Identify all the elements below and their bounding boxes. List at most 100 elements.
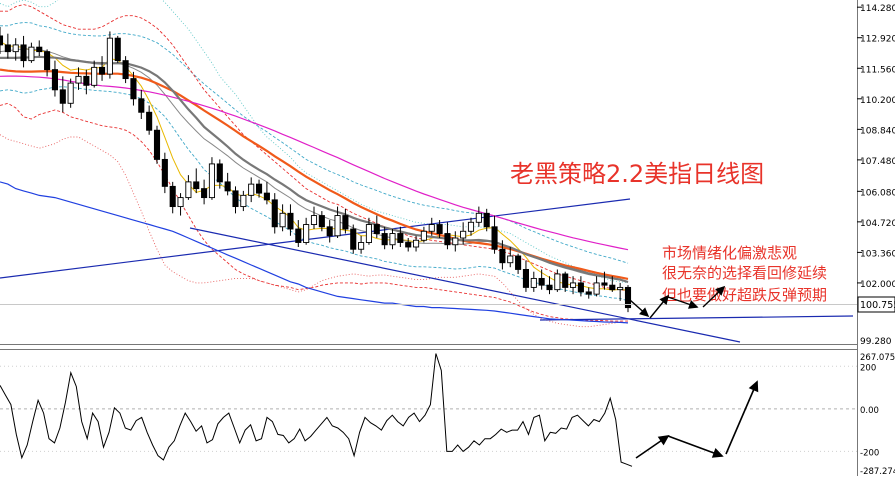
annotation-line-2: 很无奈的选择看回修延续 xyxy=(662,264,827,282)
candle xyxy=(326,220,333,243)
trendline-support xyxy=(539,315,854,321)
band-outer-upper xyxy=(0,0,629,284)
candle xyxy=(83,69,90,95)
candle xyxy=(67,78,74,108)
candle xyxy=(240,190,247,212)
candle xyxy=(420,226,427,243)
candle xyxy=(624,285,632,313)
candle xyxy=(609,276,616,292)
candle xyxy=(350,224,357,254)
candle xyxy=(436,220,443,239)
candle xyxy=(177,193,184,216)
osc-y-tick-label: 267.0751 xyxy=(860,353,895,363)
forecast-arrows xyxy=(629,285,726,319)
osc-y-tick-label: 200 xyxy=(860,363,876,373)
candle xyxy=(570,276,577,295)
candle xyxy=(460,222,467,245)
candle xyxy=(428,217,435,236)
channel-lower-line xyxy=(0,181,629,324)
candle xyxy=(59,76,66,113)
candle xyxy=(342,208,349,234)
candle xyxy=(562,271,569,292)
candle xyxy=(263,181,270,205)
chart-title: 老黑策略2.2美指日线图 xyxy=(510,160,764,188)
candle xyxy=(365,217,373,245)
candle xyxy=(491,215,498,254)
candle xyxy=(373,215,380,239)
candle xyxy=(36,40,43,57)
candle xyxy=(303,217,310,245)
candle xyxy=(405,238,412,252)
oscillator-line xyxy=(0,353,633,467)
candle xyxy=(467,217,475,236)
candle xyxy=(232,186,239,214)
candle xyxy=(224,172,231,196)
candle xyxy=(256,179,263,198)
candle xyxy=(91,60,98,88)
candle xyxy=(397,226,404,247)
candle xyxy=(28,42,35,63)
annotation-line-3: 但也要做好超跌反弹预期 xyxy=(662,286,827,304)
trendline-long-rising xyxy=(0,198,631,279)
candle xyxy=(318,211,325,232)
candle xyxy=(20,35,27,68)
candle xyxy=(381,226,388,250)
candle xyxy=(593,276,600,297)
candle xyxy=(138,89,145,120)
candle xyxy=(44,49,51,77)
trendline-upper-channel xyxy=(189,227,741,343)
candle xyxy=(98,56,106,81)
candle xyxy=(216,159,223,189)
candle xyxy=(334,206,341,239)
candle xyxy=(208,157,216,200)
y-tick-label: 110.200 xyxy=(860,96,895,106)
candle xyxy=(130,71,137,106)
y-tick-label: 104.720 xyxy=(860,219,895,229)
y-tick-label: 102.000 xyxy=(860,280,895,290)
candle xyxy=(279,204,286,232)
annotation-line-1: 市场情绪化偏激悲观 xyxy=(662,244,797,262)
candle xyxy=(530,271,537,292)
candle xyxy=(122,56,129,84)
osc-y-tick-label: 0.00 xyxy=(860,406,879,416)
y-tick-label: 106.080 xyxy=(860,188,895,198)
candle xyxy=(12,38,19,61)
candle xyxy=(201,179,208,205)
candle xyxy=(601,271,608,290)
candle xyxy=(389,229,396,250)
candle xyxy=(577,276,584,297)
candle xyxy=(169,181,176,214)
candle xyxy=(310,206,318,230)
candle xyxy=(475,206,482,227)
candle xyxy=(146,105,153,135)
band-red-upper xyxy=(0,4,629,292)
candle xyxy=(248,177,255,203)
candle xyxy=(499,240,506,270)
candle xyxy=(193,168,200,194)
candle xyxy=(51,60,58,97)
candle xyxy=(554,269,561,292)
candle xyxy=(114,35,121,63)
candle xyxy=(106,31,113,79)
y-tick-label: 108.840 xyxy=(860,126,895,136)
y-tick-label: 111.560 xyxy=(860,65,895,75)
y-tick-label: 103.360 xyxy=(860,249,895,259)
candle xyxy=(0,26,4,54)
candle xyxy=(287,204,294,236)
oscillator-forecast-arrows xyxy=(635,380,759,459)
osc-y-tick-label: -200 xyxy=(860,448,879,458)
candle xyxy=(522,260,529,292)
candle xyxy=(358,235,365,254)
y-tick-label: 114.280 xyxy=(860,4,895,14)
current-price-label: 100.755 xyxy=(860,300,895,311)
candle xyxy=(585,287,592,299)
candle xyxy=(538,269,545,290)
candle xyxy=(617,282,624,301)
candle xyxy=(546,276,553,295)
ma-grey-line xyxy=(0,55,629,284)
candle xyxy=(507,246,514,268)
candle xyxy=(452,231,459,252)
ma-magenta-line xyxy=(0,75,629,251)
y-tick-label: 107.480 xyxy=(860,157,895,167)
